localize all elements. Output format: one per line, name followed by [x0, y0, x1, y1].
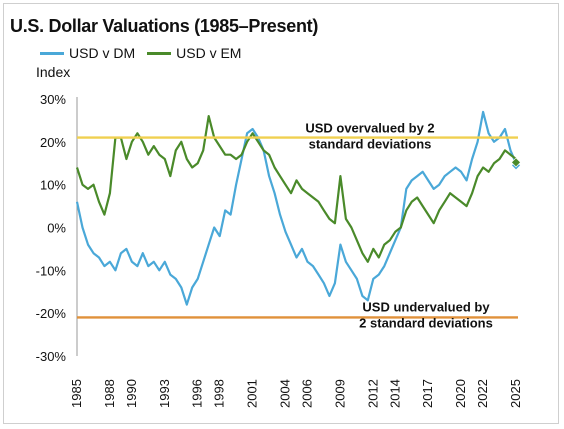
y-tick-label: 0%: [47, 221, 66, 236]
overvalued-label-line-1: USD overvalued by 2: [305, 121, 434, 136]
undervalued-label-line-2: 2 standard deviations: [359, 315, 493, 330]
x-tick-label: 2025: [508, 379, 523, 408]
y-tick-label: -20%: [36, 306, 67, 321]
x-tick-label: 2006: [299, 379, 314, 408]
legend-label-usd-v-em: USD v EM: [176, 45, 242, 61]
series-line-usd-v-em: [75, 115, 517, 263]
x-tick-label: 1990: [124, 379, 139, 408]
overvalued-label-line-2: standard deviations: [309, 137, 432, 152]
legend-item-usd-v-em: USD v EM: [147, 45, 241, 61]
y-tick-label: -30%: [36, 349, 67, 364]
legend-label-usd-v-dm: USD v DM: [69, 45, 136, 61]
chart-title: U.S. Dollar Valuations (1985–Present): [10, 16, 319, 36]
x-tick-label: 1996: [190, 379, 205, 408]
chart-legend: USD v DM USD v EM: [40, 44, 253, 62]
y-tick-label: 10%: [40, 178, 66, 193]
legend-swatch-usd-v-dm: [40, 51, 64, 55]
x-tick-label: 2022: [475, 379, 490, 408]
legend-swatch-usd-v-em: [147, 51, 172, 55]
end-marker-usd-v-em: [511, 157, 521, 168]
x-tick-label: 1988: [102, 379, 117, 408]
y-tick-label: 30%: [40, 92, 66, 107]
x-tick-label: 2001: [245, 379, 260, 408]
undervalued-label-line-1: USD undervalued by: [362, 299, 490, 314]
series-line-usd-v-dm: [75, 110, 518, 306]
y-axis-label: Index: [36, 64, 71, 80]
x-tick-label: 1985: [69, 379, 84, 408]
x-tick-label: 2014: [387, 379, 402, 408]
chart-frame: [3, 3, 559, 424]
x-tick-label: 1998: [212, 379, 227, 408]
x-tick-label: 1993: [157, 379, 172, 408]
y-tick-label: 20%: [40, 135, 66, 150]
y-tick-label: -10%: [36, 263, 67, 278]
x-tick-label: 2017: [420, 379, 435, 408]
legend-item-usd-v-dm: USD v DM: [40, 45, 135, 61]
x-tick-label: 2012: [365, 379, 380, 408]
x-tick-label: 2009: [332, 379, 347, 408]
x-tick-label: 2004: [278, 379, 293, 408]
x-tick-label: 2020: [453, 379, 468, 408]
